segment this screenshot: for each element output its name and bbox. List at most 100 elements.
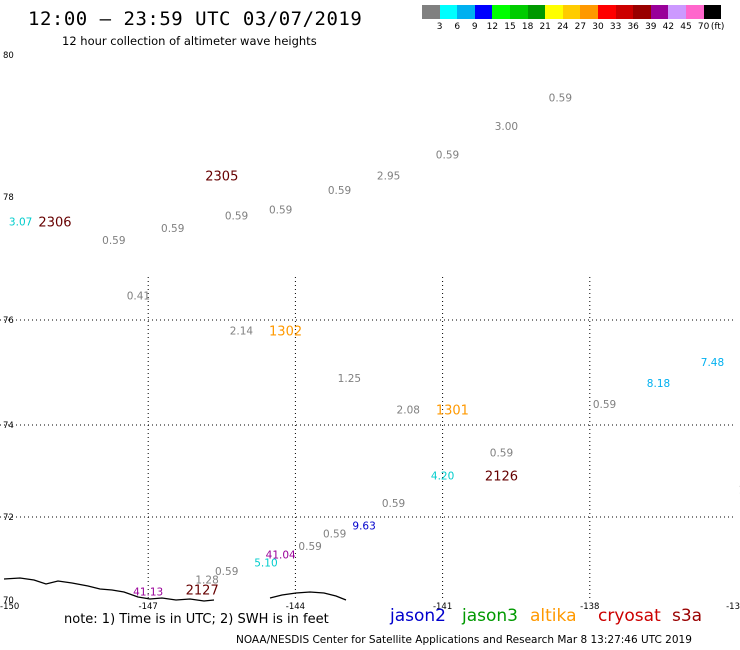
scale-label: 15 xyxy=(504,22,516,32)
scale-swatch xyxy=(703,5,722,19)
scale-swatch xyxy=(685,5,704,19)
wave-height-value: 2.08 xyxy=(397,404,420,416)
wave-height-value: 3.07 xyxy=(9,217,32,229)
wave-height-value: 0.59 xyxy=(490,448,513,460)
pass-time-label: 2305 xyxy=(205,170,238,185)
wave-height-value: 0.41 xyxy=(127,290,150,302)
longitude-label: -13 xyxy=(726,602,740,612)
wave-height-value: 41.04 xyxy=(266,549,296,561)
scale-label: 6 xyxy=(454,22,461,32)
latitude-label: 78 xyxy=(3,193,14,203)
wave-height-value: 0.59 xyxy=(436,149,459,161)
wave-height-value: 5.10 xyxy=(254,558,277,570)
legend-altika: altika xyxy=(530,606,577,626)
pass-time-label: 2126 xyxy=(485,470,518,485)
wave-height-value: 0.59 xyxy=(215,566,238,578)
wave-height-value: 0.59 xyxy=(298,541,321,553)
scale-swatch xyxy=(422,5,440,19)
latitude-label: 76 xyxy=(3,316,14,326)
scale-swatch xyxy=(633,5,651,19)
scale-label: 42 xyxy=(662,22,675,32)
scale-label: 24 xyxy=(557,22,569,32)
legend-jason3: jason3 xyxy=(462,606,518,626)
map-gridlines xyxy=(0,276,736,600)
scale-label: 9 xyxy=(471,22,478,32)
latitude-label: 74 xyxy=(3,421,14,431)
wave-height-color-scale xyxy=(422,5,722,19)
scale-label: 21 xyxy=(539,22,551,32)
scale-swatch xyxy=(492,5,510,19)
scale-swatch xyxy=(474,5,493,19)
wave-height-value: 0.59 xyxy=(102,235,125,247)
scale-swatch xyxy=(545,5,563,19)
map-subtitle: 12 hour collection of altimeter wave hei… xyxy=(62,34,317,48)
wave-height-value: 0.59 xyxy=(382,498,405,510)
units-note: note: 1) Time is in UTC; 2) SWH is in fe… xyxy=(64,612,329,627)
wave-height-value: 2.95 xyxy=(377,171,400,183)
satellite-pass-labels: 2306 2305 1302 1301 2126 2127 xyxy=(38,170,518,599)
scale-label: 70 xyxy=(697,22,710,32)
longitude-label: -147 xyxy=(139,602,158,612)
latitude-label: 80 xyxy=(3,51,14,61)
pass-time-label: 2306 xyxy=(38,216,71,231)
scale-swatch xyxy=(650,5,669,19)
legend-cryosat: cryosat xyxy=(598,606,661,626)
latitude-labels: 80 78 76 74 72 70 xyxy=(3,51,14,606)
scale-swatch xyxy=(597,5,616,19)
coastline xyxy=(3,577,347,602)
wave-height-value: 1 xyxy=(739,484,740,496)
wave-height-value: 0.59 xyxy=(323,529,346,541)
wave-height-value: 0.59 xyxy=(269,204,292,216)
wave-height-value: 9.63 xyxy=(352,520,375,532)
longitude-label: -144 xyxy=(286,602,305,612)
longitude-label: -150 xyxy=(0,602,19,612)
latitude-label: 70 xyxy=(3,596,14,606)
wave-height-value: 4.20 xyxy=(431,471,454,483)
scale-label: 30 xyxy=(592,22,604,32)
wave-height-value: 1.25 xyxy=(338,373,361,385)
longitude-label: -138 xyxy=(580,602,599,612)
scale-swatch xyxy=(562,5,581,19)
wave-height-value: 1.28 xyxy=(195,574,218,586)
scale-label: 12 xyxy=(486,22,499,32)
wave-height-value: 0.59 xyxy=(328,185,351,197)
scale-swatch xyxy=(439,5,458,19)
wave-height-value: 0.59 xyxy=(161,223,184,235)
wave-height-value: 2.14 xyxy=(230,326,254,338)
scale-swatch xyxy=(527,5,546,19)
scale-swatch xyxy=(457,5,475,19)
scale-label: 3 xyxy=(436,22,443,32)
scale-label: 39 xyxy=(645,22,657,32)
longitude-labels: -150 -147 -144 -141 -138 -13 xyxy=(0,602,740,612)
wave-height-value: 8.18 xyxy=(647,378,670,390)
scale-label: 18 xyxy=(521,22,534,32)
pass-time-label: 2127 xyxy=(186,584,219,599)
wave-height-value: 41.13 xyxy=(133,587,163,599)
wave-height-value: 7.48 xyxy=(701,357,724,369)
wave-height-scale-labels: 3 6 9 12 15 18 21 24 27 30 33 36 39 42 45 70 (ft) xyxy=(422,22,725,34)
wave-height-value: 0.59 xyxy=(549,93,572,105)
scale-label: 45 xyxy=(680,22,692,32)
wave-height-value: 0.59 xyxy=(225,210,248,222)
footer-credit: NOAA/NESDIS Center for Satellite Applica… xyxy=(236,634,692,646)
scale-swatch xyxy=(580,5,598,19)
longitude-label: -141 xyxy=(433,602,452,612)
scale-label: 27 xyxy=(574,22,587,32)
scale-label: 36 xyxy=(627,22,639,32)
latitude-label: 72 xyxy=(3,513,14,523)
wave-height-value: 0.59 xyxy=(593,399,616,411)
scale-swatch xyxy=(668,5,686,19)
scale-swatch xyxy=(615,5,634,19)
wave-height-observations: 3.070.590.590.590.590.592.950.593.000.59… xyxy=(9,93,740,599)
map-title: 12:00 – 23:59 UTC 03/07/2019 xyxy=(28,8,363,30)
wave-height-value: 3.00 xyxy=(495,121,518,133)
legend-s3a: s3a xyxy=(672,606,703,626)
coastline-path xyxy=(3,577,215,602)
pass-time-label: 1302 xyxy=(269,325,302,340)
scale-swatch xyxy=(509,5,528,19)
legend-jason2: jason2 xyxy=(390,606,446,626)
scale-unit: (ft) xyxy=(710,22,725,32)
scale-label: 33 xyxy=(609,22,622,32)
pass-time-label: 1301 xyxy=(436,403,469,418)
